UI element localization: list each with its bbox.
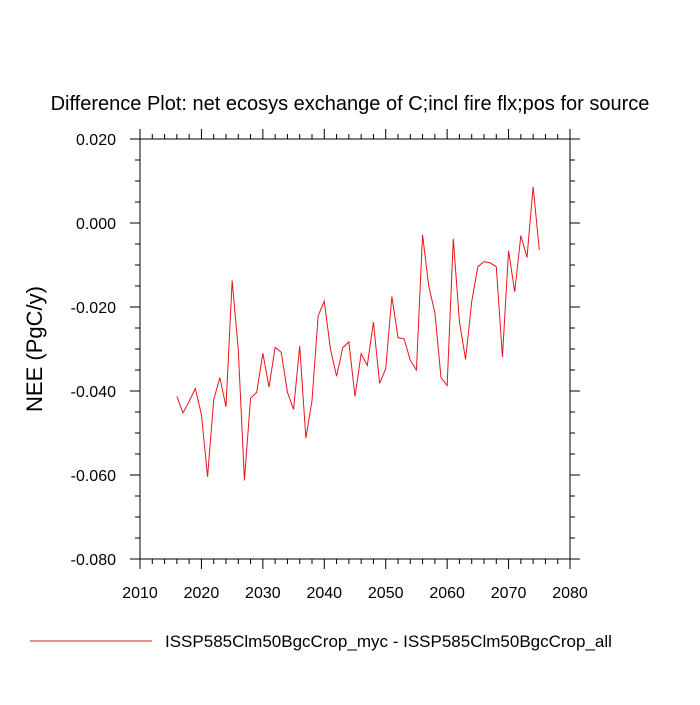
x-axis-ticks: 2010 2020 2030 2040 2050 2060 2070 2080: [122, 129, 588, 602]
series-line-0: [176, 186, 540, 481]
y-tick-label: -0.040: [71, 384, 116, 401]
x-tick-label: 2080: [552, 585, 588, 602]
chart-title: Difference Plot: net ecosys exchange of …: [51, 93, 650, 115]
x-tick-label: 2060: [429, 585, 465, 602]
legend: ISSP585Clm50BgcCrop_myc - ISSP585Clm50Bg…: [30, 632, 612, 651]
x-tick-label: 2050: [368, 585, 404, 602]
x-tick-label: 2020: [184, 585, 220, 602]
y-tick-label: -0.080: [71, 552, 116, 569]
y-axis-label: NEE (PgC/y): [22, 286, 47, 412]
y-tick-label: -0.020: [71, 300, 116, 317]
legend-label: ISSP585Clm50BgcCrop_myc - ISSP585Clm50Bg…: [165, 632, 612, 651]
y-tick-label: 0.000: [76, 216, 116, 233]
x-tick-label: 2030: [245, 585, 281, 602]
x-tick-label: 2010: [122, 585, 158, 602]
x-tick-label: 2070: [491, 585, 527, 602]
y-tick-label: -0.060: [71, 468, 116, 485]
x-tick-label: 2040: [306, 585, 342, 602]
y-axis-ticks: -0.080 -0.060 -0.040 -0.020 0.000 0.020: [71, 132, 580, 569]
plot-frame: [139, 138, 571, 560]
y-tick-label: 0.020: [76, 132, 116, 149]
series-layer: [176, 186, 540, 481]
